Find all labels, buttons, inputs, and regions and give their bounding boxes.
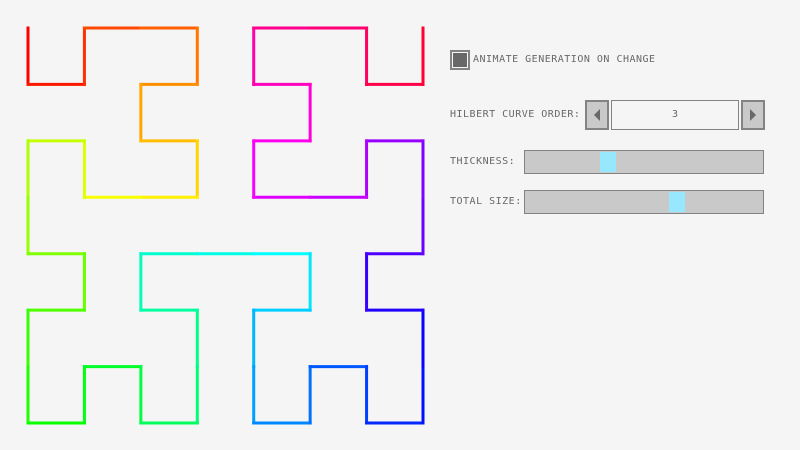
order-increment-button[interactable] bbox=[741, 100, 765, 130]
total-size-slider[interactable] bbox=[524, 190, 764, 214]
checkbox-check-mark bbox=[453, 53, 467, 67]
total-size-slider-handle[interactable] bbox=[669, 192, 686, 212]
thickness-slider-handle[interactable] bbox=[600, 152, 617, 172]
order-value-field[interactable]: 3 bbox=[611, 100, 739, 130]
animate-checkbox[interactable] bbox=[450, 50, 470, 70]
animate-checkbox-label: Animate generation on change bbox=[473, 54, 656, 65]
thickness-label: Thickness: bbox=[450, 156, 516, 167]
total-size-label: Total size: bbox=[450, 196, 522, 207]
order-label: Hilbert curve order: bbox=[450, 109, 581, 120]
arrow-right-icon bbox=[750, 109, 756, 121]
thickness-slider[interactable] bbox=[524, 150, 764, 174]
order-decrement-button[interactable] bbox=[585, 100, 609, 130]
arrow-left-icon bbox=[594, 109, 600, 121]
hilbert-curve-canvas bbox=[26, 26, 425, 425]
